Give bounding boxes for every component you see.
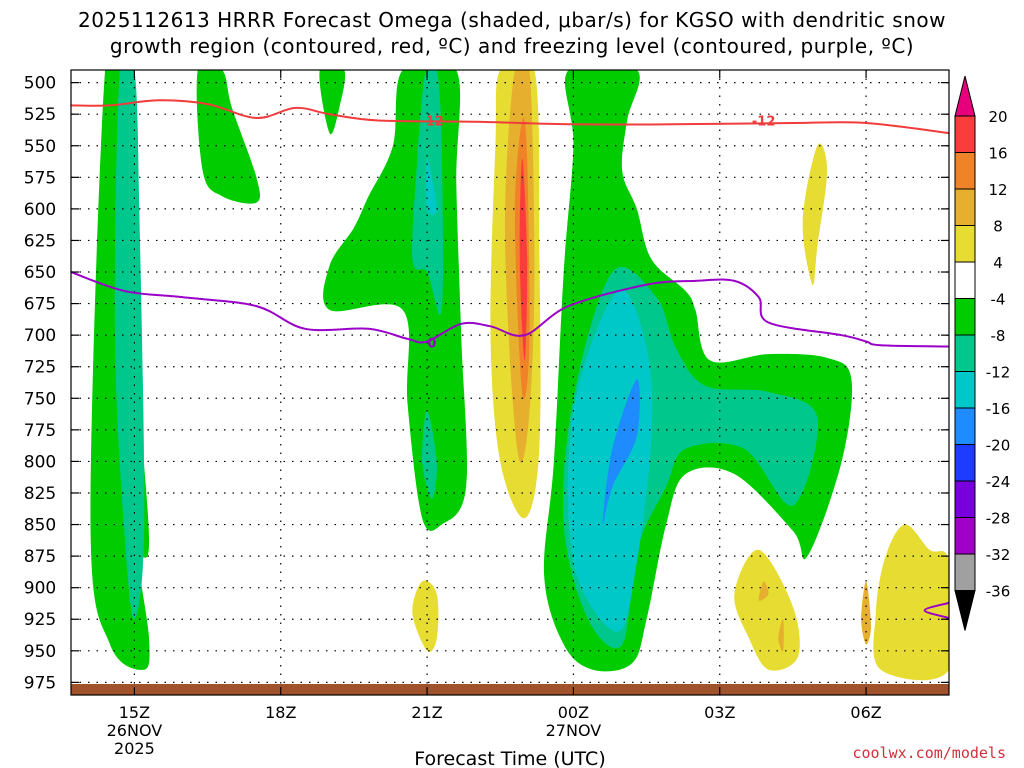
y-tick-label-825: 825	[24, 484, 56, 504]
y-tick-label-725: 725	[24, 358, 56, 378]
y-tick-label-675: 675	[24, 295, 56, 315]
x-tick-year-15Z: 2025	[114, 739, 155, 758]
colorbar-label-10: -24	[986, 473, 1011, 491]
omega-region-6	[422, 410, 437, 500]
y-tick-label-875: 875	[24, 547, 56, 567]
colorbar-label-3: 8	[993, 218, 1003, 236]
omega-region-17	[412, 580, 439, 653]
y-tick-label-575: 575	[24, 168, 56, 188]
colorbar-swatch-12	[954, 553, 976, 591]
omega-region-2	[196, 70, 260, 204]
plot-frame	[70, 69, 950, 696]
y-tick-label-800: 800	[24, 452, 56, 472]
colorbar-label-5: -4	[991, 291, 1006, 309]
contours: -12 -12 0	[71, 99, 949, 619]
colorbar-swatch-1	[954, 152, 976, 190]
colorbar-swatch-5	[954, 298, 976, 336]
y-tick-label-625: 625	[24, 231, 56, 251]
colorbar-top-arrow	[954, 75, 976, 117]
x-axis-label: Forecast Time (UTC)	[414, 748, 605, 768]
colorbar-swatch-2	[954, 188, 976, 226]
omega-region-20	[778, 619, 784, 652]
x-tick-label-03Z: 03Z	[704, 703, 735, 722]
colorbar-swatch-9	[954, 444, 976, 482]
colorbar-label-6: -8	[991, 327, 1006, 345]
colorbar-label-4: 4	[993, 254, 1003, 272]
y-tick-label-600: 600	[24, 200, 56, 220]
colorbar-label-0: 20	[988, 108, 1007, 126]
y-tick-label-925: 925	[24, 610, 56, 630]
colorbar-swatch-10	[954, 480, 976, 518]
omega-region-7	[425, 158, 437, 216]
colorbar-swatch-11	[954, 517, 976, 555]
omega-region-15	[602, 379, 640, 526]
contour-label-0-1: -12	[752, 115, 776, 130]
plot-area: -12 -12 0	[71, 70, 949, 695]
x-tick-label-15Z: 15Z	[119, 703, 150, 722]
y-tick-label-775: 775	[24, 421, 56, 441]
x-tick-sublabel-00Z: 27NOV	[546, 721, 602, 740]
colorbar-bottom-arrow	[954, 590, 976, 631]
gridlines	[71, 70, 949, 695]
y-tick-label-550: 550	[24, 137, 56, 157]
x-tick-label-06Z: 06Z	[850, 703, 881, 722]
contour-line-1	[71, 271, 949, 348]
site-credit[interactable]: coolwx.com/models	[852, 744, 1006, 762]
omega-region-19	[758, 581, 769, 601]
colorbar-label-1: 16	[988, 145, 1007, 163]
chart-title-line1: 2025112613 HRRR Forecast Omega (shaded, …	[78, 8, 946, 32]
colorbar-label-2: 12	[988, 181, 1007, 199]
colorbar-label-9: -20	[986, 437, 1011, 455]
omega-region-21	[873, 524, 949, 681]
contour-line-0	[71, 99, 949, 135]
y-tick-label-850: 850	[24, 516, 56, 536]
colorbar-label-11: -28	[986, 510, 1011, 528]
y-tick-label-750: 750	[24, 389, 56, 409]
colorbar-swatch-0	[954, 115, 976, 153]
colorbar: 20 16 12 8 4 -4 -8 -12 -16 -20 -24 -28 -32 -36	[954, 75, 1011, 631]
x-tick-label-18Z: 18Z	[265, 703, 296, 722]
omega-region-1	[114, 70, 145, 620]
y-tick-label-525: 525	[24, 105, 56, 125]
colorbar-swatch-6	[954, 334, 976, 372]
contour-label-1-0: 0	[427, 337, 436, 352]
x-tick-sublabel-15Z: 26NOV	[107, 721, 163, 740]
colorbar-label-8: -16	[986, 400, 1011, 418]
y-tick-label-900: 900	[24, 579, 56, 599]
colorbar-label-12: -32	[986, 546, 1011, 564]
y-tick-label-650: 650	[24, 263, 56, 283]
colorbar-swatch-7	[954, 371, 976, 409]
omega-region-16	[802, 143, 828, 286]
colorbar-label-13: -36	[986, 583, 1011, 601]
colorbar-swatch-8	[954, 407, 976, 445]
y-axis: 500 525 550 575 600 625 650 675 700 725 750 775 800 8…	[24, 74, 949, 693]
y-tick-label-500: 500	[24, 74, 56, 94]
omega-shading	[90, 70, 949, 681]
terrain-surface	[71, 684, 949, 695]
chart-title-line2: growth region (contoured, red, ºC) and f…	[109, 34, 915, 58]
y-tick-label-975: 975	[24, 673, 56, 693]
x-tick-label-21Z: 21Z	[411, 703, 442, 722]
omega-region-22	[861, 581, 871, 645]
y-tick-label-700: 700	[24, 326, 56, 346]
y-tick-label-950: 950	[24, 642, 56, 662]
colorbar-swatch-3	[954, 225, 976, 263]
contour-line-2	[923, 601, 949, 619]
contour-label-0-0: -12	[420, 115, 444, 130]
x-tick-label-00Z: 00Z	[558, 703, 589, 722]
colorbar-swatch-4	[954, 261, 976, 299]
colorbar-label-7: -12	[986, 364, 1011, 382]
omega-region-3	[319, 70, 346, 135]
